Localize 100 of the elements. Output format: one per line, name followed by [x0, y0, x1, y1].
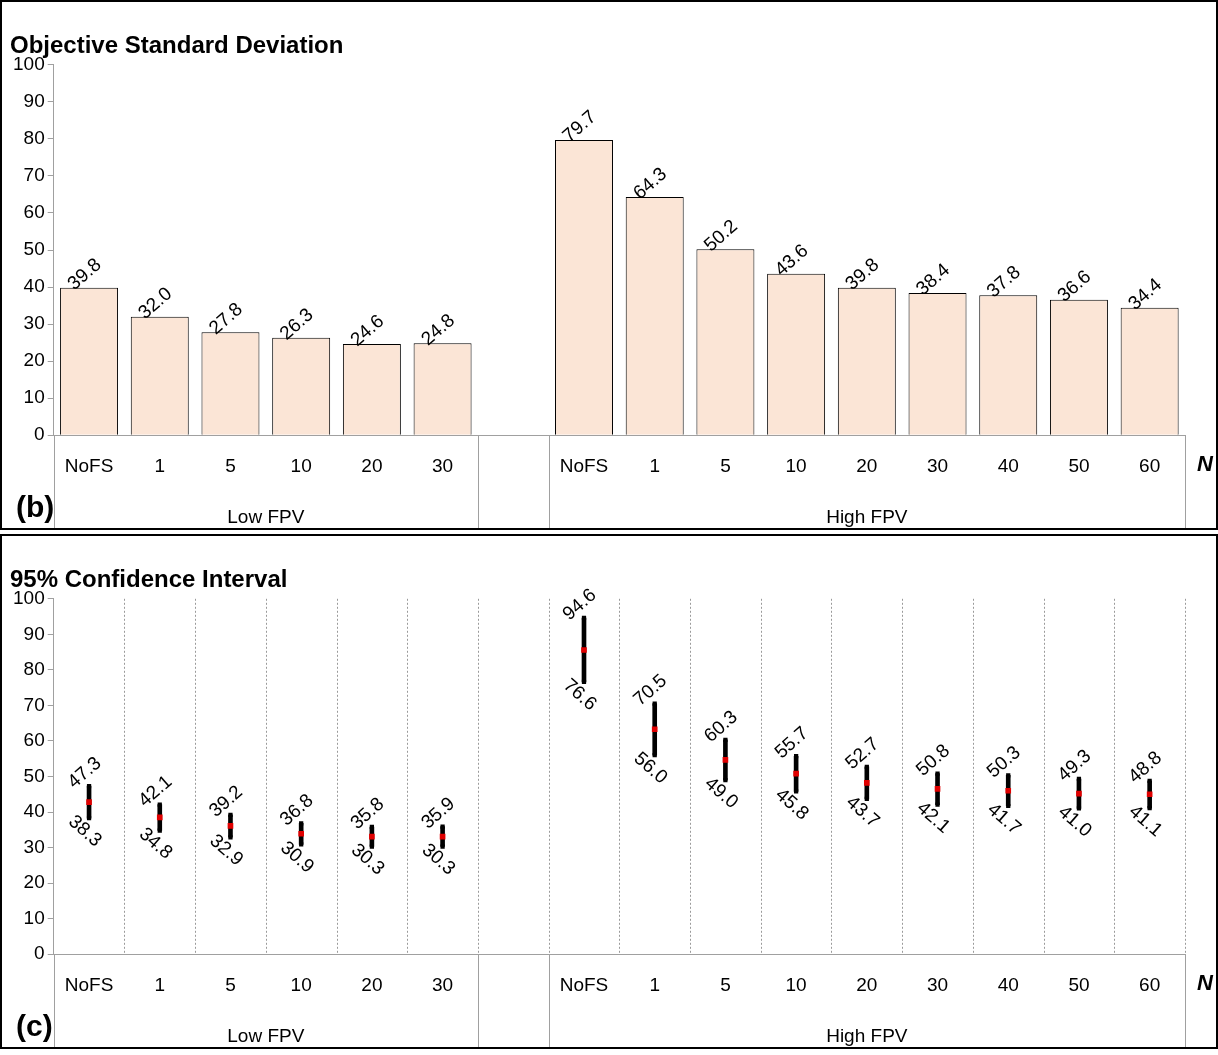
point — [863, 780, 870, 786]
chart-title: Objective Standard Deviation — [10, 31, 344, 59]
y-tick-label: 60 — [23, 201, 45, 223]
y-tick-label: 0 — [34, 942, 45, 964]
x-tick-label: NoFS — [64, 454, 114, 476]
data-label: 94.6 — [558, 583, 600, 624]
x-tick-label: 50 — [1068, 973, 1090, 995]
data-label: 49.0 — [701, 772, 743, 813]
y-tick-label: 30 — [23, 312, 45, 334]
point — [1076, 790, 1082, 797]
point — [156, 814, 163, 821]
point — [86, 799, 92, 805]
x-tick-label: 1 — [154, 973, 166, 995]
data-label: 30.3 — [347, 838, 390, 879]
y-tick-label: 0 — [34, 423, 45, 445]
data-label: 34.4 — [1123, 273, 1166, 314]
point — [298, 830, 304, 837]
data-label: 49.3 — [1053, 744, 1095, 785]
text: (c) — [16, 1009, 53, 1043]
data-label: 60.3 — [699, 705, 742, 746]
y-tick-label: 60 — [23, 729, 45, 751]
data-label: 42.1 — [133, 770, 176, 811]
data-label: 35.8 — [345, 792, 388, 833]
data-label: 45.8 — [771, 783, 814, 824]
point — [581, 647, 587, 653]
y-tick-label: 70 — [23, 164, 45, 186]
x-tick-label: 10 — [785, 454, 807, 476]
text: Low FPV — [227, 1024, 305, 1046]
text: High FPV — [826, 505, 908, 527]
x-tick-label: 5 — [720, 973, 731, 995]
text: (b) — [16, 490, 55, 524]
point — [934, 786, 941, 792]
y-tick-label: 20 — [23, 871, 45, 893]
y-tick-label: 50 — [23, 764, 45, 786]
x-tick-label: 10 — [785, 973, 807, 995]
text: Low FPV — [227, 505, 305, 527]
x-tick-label: 30 — [926, 973, 949, 995]
data-label: 30.3 — [418, 838, 460, 879]
text: High FPV — [826, 1024, 908, 1046]
data-label: 24.8 — [416, 309, 459, 350]
x-tick-label: NoFS — [64, 973, 114, 995]
data-label: 50.3 — [982, 741, 1024, 782]
y-tick-label: 40 — [23, 275, 45, 297]
y-tick-label: 90 — [23, 90, 45, 112]
y-tick-label: 80 — [23, 127, 45, 149]
x-tick-label: 1 — [649, 454, 660, 476]
x-tick-label: 5 — [720, 454, 731, 476]
x-tick-label: NoFS — [559, 454, 609, 476]
point — [722, 756, 729, 763]
x-tick-label: 1 — [154, 454, 166, 476]
point — [651, 726, 658, 733]
data-label: 64.3 — [628, 162, 671, 204]
x-tick-label: 10 — [290, 973, 312, 995]
y-tick-label: 50 — [23, 238, 45, 260]
x-tick-label: 1 — [649, 973, 660, 995]
y-tick-label: 40 — [23, 800, 45, 822]
data-label: 50.2 — [699, 215, 742, 256]
x-tick-label: 5 — [225, 973, 236, 995]
data-label: 48.8 — [1123, 746, 1166, 787]
data-label: 39.8 — [840, 253, 883, 294]
y-tick-label: 30 — [23, 835, 45, 857]
x-tick-label: 40 — [997, 454, 1019, 476]
x-tick-label: 5 — [225, 454, 236, 476]
data-label: 56.0 — [630, 747, 673, 788]
data-label: 41.7 — [983, 798, 1026, 839]
y-tick-label: 70 — [23, 693, 45, 715]
data-label: 30.9 — [276, 836, 319, 877]
x-tick-label: 60 — [1139, 973, 1161, 995]
point — [369, 833, 375, 840]
data-label: 35.9 — [416, 792, 459, 833]
data-label: 41.1 — [1125, 800, 1168, 841]
data-label: 43.7 — [842, 790, 885, 832]
x-tick-label: 50 — [1068, 454, 1090, 476]
x-tick-label: 20 — [361, 454, 383, 476]
data-label: 37.8 — [982, 261, 1024, 302]
data-label: 70.5 — [628, 669, 671, 710]
data-label: 79.7 — [558, 105, 600, 146]
x-tick-label: 10 — [290, 454, 312, 476]
point — [1005, 787, 1012, 794]
data-label: 52.7 — [840, 732, 883, 773]
x-tick-label: 20 — [856, 973, 878, 995]
data-label: 41.0 — [1054, 800, 1097, 841]
data-label: 39.2 — [204, 780, 247, 821]
data-label: 36.8 — [275, 789, 317, 830]
point — [793, 770, 799, 777]
data-label: 36.6 — [1053, 265, 1095, 306]
data-label: 50.8 — [911, 739, 954, 780]
x-tick-label: 20 — [856, 454, 878, 476]
x-tick-label: 60 — [1139, 454, 1161, 476]
x-tick-label: 30 — [432, 973, 454, 995]
point — [1146, 791, 1153, 798]
x-axis-title: N — [1197, 451, 1214, 477]
data-label: 42.1 — [913, 796, 955, 837]
x-tick-label: 20 — [361, 973, 383, 995]
data-label: 26.3 — [275, 303, 317, 344]
x-tick-label: 30 — [926, 454, 949, 476]
x-axis-title: N — [1197, 970, 1214, 996]
point — [227, 823, 234, 829]
y-tick-label: 90 — [23, 622, 45, 644]
x-tick-label: NoFS — [559, 973, 609, 995]
